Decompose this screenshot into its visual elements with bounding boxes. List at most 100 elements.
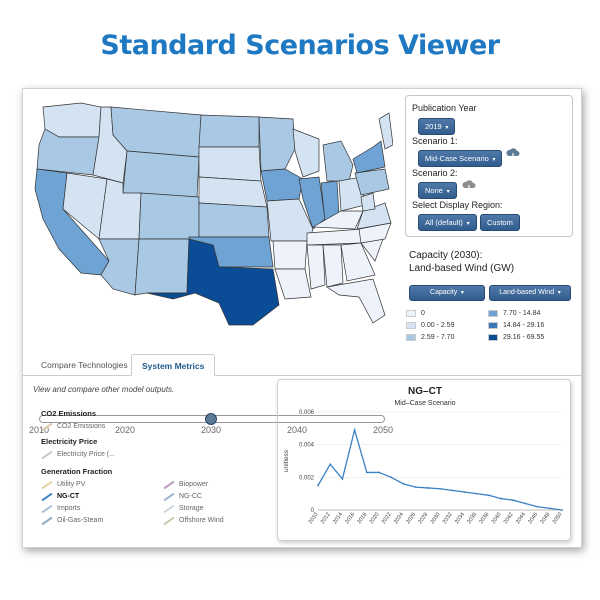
- legend-item: 0: [406, 309, 425, 317]
- metrics-description: View and compare other model outputs.: [33, 385, 175, 394]
- state-tx[interactable]: [146, 238, 280, 326]
- capacity-title: Capacity (2030): Land-based Wind (GW): [409, 249, 514, 275]
- metric-ng-cc[interactable]: NG-CC: [163, 491, 202, 502]
- tab-system-metrics[interactable]: System Metrics: [131, 354, 216, 376]
- x-tick-label: 2042: [503, 512, 515, 525]
- state-la[interactable]: [274, 268, 312, 300]
- x-tick-label: 2050: [552, 512, 564, 525]
- us-choropleth-map[interactable]: [23, 89, 393, 329]
- legend-item: 0.00 - 2.59: [406, 321, 454, 329]
- data-point: [365, 471, 368, 474]
- state-sd[interactable]: [198, 146, 262, 182]
- region-dropdown[interactable]: All (default) ▾: [418, 214, 477, 231]
- state-tn[interactable]: [306, 228, 364, 246]
- data-point: [500, 497, 502, 500]
- metric-electricity-price[interactable]: Electricity Price (...: [41, 449, 115, 460]
- x-tick-label: 2024: [393, 512, 405, 525]
- x-tick-label: 2022: [381, 512, 393, 525]
- metric-dropdown[interactable]: Capacity ▾: [409, 285, 485, 301]
- state-fl[interactable]: [326, 278, 386, 324]
- y-tick-label: 0.006: [299, 410, 315, 416]
- state-wa[interactable]: [42, 102, 102, 138]
- state-ny[interactable]: [352, 140, 386, 174]
- state-ar[interactable]: [272, 240, 308, 270]
- legend-swatch: [488, 333, 498, 341]
- publication-year-dropdown[interactable]: 2019 ▾: [418, 118, 456, 135]
- state-co[interactable]: [138, 192, 200, 240]
- data-point: [439, 487, 441, 490]
- state-nm[interactable]: [134, 238, 190, 296]
- series-line: [317, 427, 563, 511]
- data-point: [475, 492, 478, 495]
- publication-year-label: Publication Year: [412, 103, 477, 113]
- data-point: [390, 476, 393, 479]
- chart-title: NG–CT: [408, 386, 442, 397]
- cloud-download-icon[interactable]: [462, 180, 476, 192]
- line-swatch-icon: [41, 503, 53, 514]
- state-wy[interactable]: [122, 150, 200, 198]
- metric-offshore-wind[interactable]: Offshore Wind: [163, 515, 224, 526]
- y-tick-label: 0: [311, 508, 315, 514]
- state-ne-states[interactable]: [378, 112, 393, 150]
- data-point: [378, 471, 380, 474]
- state-wi[interactable]: [292, 128, 320, 178]
- viewer-frame: 2010 2020 2030 2040 2050 Publication Yea…: [22, 88, 583, 548]
- line-swatch-icon: [41, 515, 53, 526]
- line-swatch-icon: [163, 491, 175, 502]
- x-tick-label: 2034: [454, 512, 466, 525]
- tab-compare-technologies[interactable]: Compare Technologies: [41, 360, 128, 370]
- metric-chart-panel: NG–CT Mid–Case Scenario 0 0.002 0.004 0.006 un…: [277, 379, 571, 541]
- line-swatch-icon: [163, 515, 175, 526]
- group-co2-title: CO2 Emissions: [41, 409, 97, 418]
- data-point: [402, 482, 405, 485]
- state-mn[interactable]: [258, 116, 296, 172]
- state-al[interactable]: [322, 244, 344, 288]
- data-point: [524, 502, 527, 505]
- app-title: Standard Scenarios Viewer: [100, 30, 500, 61]
- state-ga[interactable]: [340, 242, 376, 282]
- metric-utility-pv[interactable]: Utility PV: [41, 479, 85, 490]
- metric-co2-emissions[interactable]: CO2 Emissions: [41, 421, 105, 432]
- x-tick-label: 2020: [369, 512, 381, 525]
- line-swatch-icon: [41, 491, 53, 502]
- cloud-download-icon[interactable]: [506, 148, 520, 160]
- year-slider[interactable]: 2010 2020 2030 2040 2050: [29, 413, 393, 445]
- state-pa[interactable]: [354, 168, 390, 196]
- tick-label: 2020: [114, 425, 136, 435]
- data-point: [317, 484, 319, 487]
- data-point: [426, 487, 429, 489]
- state-va[interactable]: [356, 202, 392, 230]
- x-tick-label: 2044: [515, 512, 527, 525]
- technology-dropdown[interactable]: Land-based Wind ▾: [489, 285, 571, 301]
- legend-item: 14.84 - 29.16: [488, 321, 544, 329]
- data-point: [341, 478, 344, 480]
- group-price-title: Electricity Price: [41, 437, 98, 446]
- data-point: [451, 489, 454, 492]
- metric-storage[interactable]: Storage: [163, 503, 204, 514]
- scenario2-dropdown[interactable]: None ▾: [418, 182, 457, 199]
- line-swatch-icon: [41, 479, 53, 490]
- metric-biopower[interactable]: Biopower: [163, 479, 208, 490]
- tick-label: 2050: [372, 425, 394, 435]
- y-tick-label: 0.002: [299, 475, 315, 481]
- metric-imports[interactable]: Imports: [41, 503, 80, 514]
- data-point: [353, 429, 356, 431]
- legend-item: 2.59 - 7.70: [406, 333, 454, 341]
- scenario1-dropdown[interactable]: Mid-Case Scenario ▾: [418, 150, 503, 167]
- state-wv[interactable]: [360, 192, 376, 212]
- x-tick-label: 2036: [466, 512, 478, 525]
- state-nd[interactable]: [198, 114, 260, 148]
- slider-handle[interactable]: [205, 413, 217, 425]
- state-ia[interactable]: [260, 168, 304, 202]
- custom-region-button[interactable]: Custom: [480, 214, 520, 231]
- capacity-title-tech: Land-based Wind (GW): [409, 263, 515, 274]
- state-ne[interactable]: [198, 176, 268, 208]
- ng-ct-line-chart: NG–CT Mid–Case Scenario 0 0.002 0.004 0.006 un…: [283, 386, 564, 525]
- state-ms[interactable]: [306, 244, 326, 290]
- state-mi[interactable]: [322, 140, 354, 182]
- metric-oil-gas-steam[interactable]: Oil-Gas-Steam: [41, 515, 103, 526]
- line-swatch-icon: [163, 479, 175, 490]
- state-ks[interactable]: [198, 202, 270, 238]
- capacity-title-year: Capacity (2030):: [409, 250, 483, 261]
- metric-ng-ct[interactable]: NG-CT: [41, 491, 79, 502]
